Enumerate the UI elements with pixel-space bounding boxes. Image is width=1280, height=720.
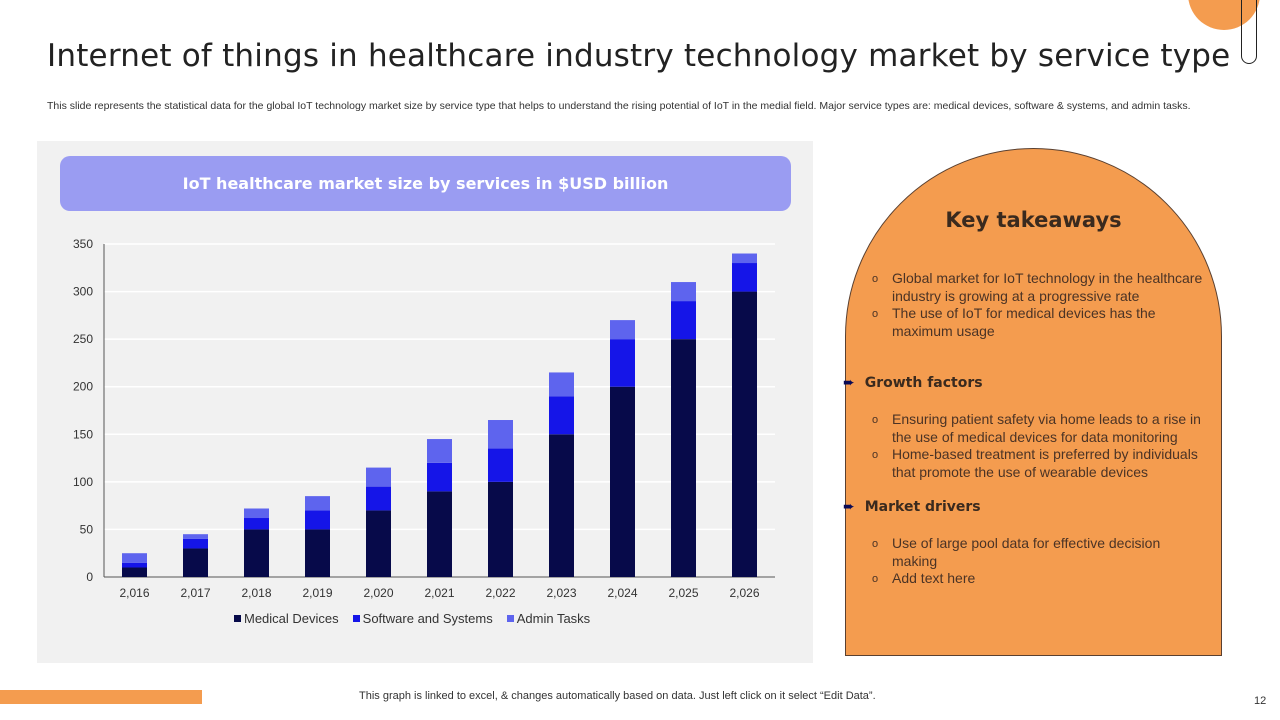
legend-item-software-systems: Software and Systems — [352, 611, 493, 626]
x-tick-label: 2,019 — [302, 586, 332, 600]
legend-label: Medical Devices — [244, 611, 339, 626]
bar-segment-medical-devices[interactable] — [366, 510, 391, 577]
bar-segment-admin-tasks[interactable] — [488, 420, 513, 449]
hollow-circle-bullet-icon: o — [872, 449, 879, 461]
bar-segment-admin-tasks[interactable] — [122, 553, 147, 563]
x-tick-label: 2,025 — [668, 586, 698, 600]
bar-segment-admin-tasks[interactable] — [244, 508, 269, 519]
bar-segment-software-systems[interactable] — [183, 538, 208, 549]
y-tick-label: 350 — [73, 237, 93, 251]
list-item: o Use of large pool data for effective de… — [872, 535, 1161, 569]
bar-segment-admin-tasks[interactable] — [732, 253, 757, 264]
bar-segment-admin-tasks[interactable] — [671, 282, 696, 302]
stacked-bar-chart[interactable]: 0 50 100 150 200 250 300 350 2,016 2,017 2,018 2,01… — [37, 141, 813, 611]
x-tick-label: 2,017 — [180, 586, 210, 600]
bar-segment-admin-tasks[interactable] — [305, 496, 330, 511]
bar-segment-software-systems[interactable] — [366, 486, 391, 511]
slide-title: Internet of things in healthcare industr… — [47, 38, 1231, 74]
bar-segment-medical-devices[interactable] — [610, 386, 635, 577]
x-tick-label: 2,026 — [729, 586, 759, 600]
y-tick-label: 50 — [80, 522, 94, 536]
chart-legend: Medical Devices Software and Systems Adm… — [234, 611, 590, 626]
bar-segment-medical-devices[interactable] — [549, 434, 574, 577]
bar-segment-software-systems[interactable] — [122, 562, 147, 568]
hollow-circle-bullet-icon: o — [872, 538, 879, 550]
list-item: o Ensuring patient safety via home leads … — [872, 411, 1201, 445]
chart-title-banner: IoT healthcare market size by services i… — [60, 156, 791, 211]
list-item: o The use of IoT for medical devices has … — [872, 305, 1156, 339]
hollow-circle-bullet-icon: o — [872, 573, 879, 585]
list-item: o Add text here — [872, 570, 1192, 588]
y-tick-label: 100 — [73, 475, 93, 489]
hollow-circle-bullet-icon: o — [872, 308, 879, 320]
x-tick-label: 2,020 — [363, 586, 393, 600]
section-heading-market-drivers: ➨ Market drivers — [843, 499, 981, 515]
market-drivers-list: o Use of large pool data for effective de… — [872, 535, 1192, 588]
slide-subtitle: This slide represents the statistical da… — [47, 100, 1191, 112]
bar-segment-software-systems[interactable] — [549, 396, 574, 435]
y-tick-label: 0 — [86, 570, 93, 584]
bar-segment-medical-devices[interactable] — [488, 481, 513, 577]
y-tick-label: 150 — [73, 427, 93, 441]
x-tick-label: 2,022 — [485, 586, 515, 600]
section-heading-growth-factors: ➨ Growth factors — [843, 375, 983, 391]
x-tick-label: 2,024 — [607, 586, 637, 600]
footer-note: This graph is linked to excel, & changes… — [359, 690, 876, 702]
bar-segment-software-systems[interactable] — [671, 301, 696, 340]
legend-label: Admin Tasks — [516, 611, 591, 626]
legend-swatch-admin-tasks — [506, 615, 514, 622]
bar-segment-medical-devices[interactable] — [183, 548, 208, 577]
bar-segment-medical-devices[interactable] — [671, 339, 696, 577]
page-number: 12 — [1254, 695, 1267, 707]
legend-swatch-software-systems — [352, 615, 360, 622]
y-tick-label: 200 — [73, 380, 93, 394]
bar-segment-medical-devices[interactable] — [122, 567, 147, 577]
bar-segment-software-systems[interactable] — [427, 462, 452, 492]
bar-segment-medical-devices[interactable] — [244, 529, 269, 577]
bar-segment-admin-tasks[interactable] — [183, 534, 208, 539]
legend-item-admin-tasks: Admin Tasks — [506, 611, 591, 626]
bar-segment-admin-tasks[interactable] — [427, 439, 452, 463]
footer-accent-bar — [0, 690, 202, 704]
bar-segment-admin-tasks[interactable] — [366, 467, 391, 487]
chart-title: IoT healthcare market size by services i… — [182, 174, 669, 193]
list-item: o Home-based treatment is preferred by in… — [872, 446, 1198, 480]
arrow-right-icon: ➨ — [843, 499, 855, 515]
legend-item-medical-devices: Medical Devices — [234, 611, 339, 626]
bar-segment-medical-devices[interactable] — [732, 291, 757, 577]
intro-bullet-list: o Global market for IoT technology in the… — [872, 270, 1217, 340]
legend-swatch-medical-devices — [234, 615, 241, 622]
x-tick-label: 2,016 — [119, 586, 149, 600]
bar-segment-software-systems[interactable] — [305, 510, 330, 530]
x-tick-label: 2,021 — [424, 586, 454, 600]
key-takeaways-title: Key takeaways — [945, 208, 1122, 232]
growth-factors-list: o Ensuring patient safety via home leads … — [872, 411, 1217, 481]
legend-label: Software and Systems — [362, 611, 493, 626]
x-tick-label: 2,018 — [241, 586, 271, 600]
bar-segment-software-systems[interactable] — [488, 448, 513, 482]
bar-segment-software-systems[interactable] — [244, 518, 269, 530]
y-tick-label: 300 — [73, 285, 93, 299]
y-tick-label: 250 — [73, 332, 93, 346]
bar-segment-admin-tasks[interactable] — [610, 320, 635, 340]
key-takeaways-panel — [845, 148, 1222, 656]
decorative-pill-outline — [1241, 0, 1257, 64]
list-item: o Global market for IoT technology in the… — [872, 270, 1203, 304]
hollow-circle-bullet-icon: o — [872, 273, 879, 285]
x-tick-label: 2,023 — [546, 586, 576, 600]
bar-segment-software-systems[interactable] — [610, 339, 635, 387]
hollow-circle-bullet-icon: o — [872, 414, 879, 426]
bar-segment-software-systems[interactable] — [732, 263, 757, 292]
bar-segment-admin-tasks[interactable] — [549, 372, 574, 397]
bar-segment-medical-devices[interactable] — [305, 529, 330, 577]
arrow-right-icon: ➨ — [843, 375, 855, 391]
bar-segment-medical-devices[interactable] — [427, 491, 452, 577]
